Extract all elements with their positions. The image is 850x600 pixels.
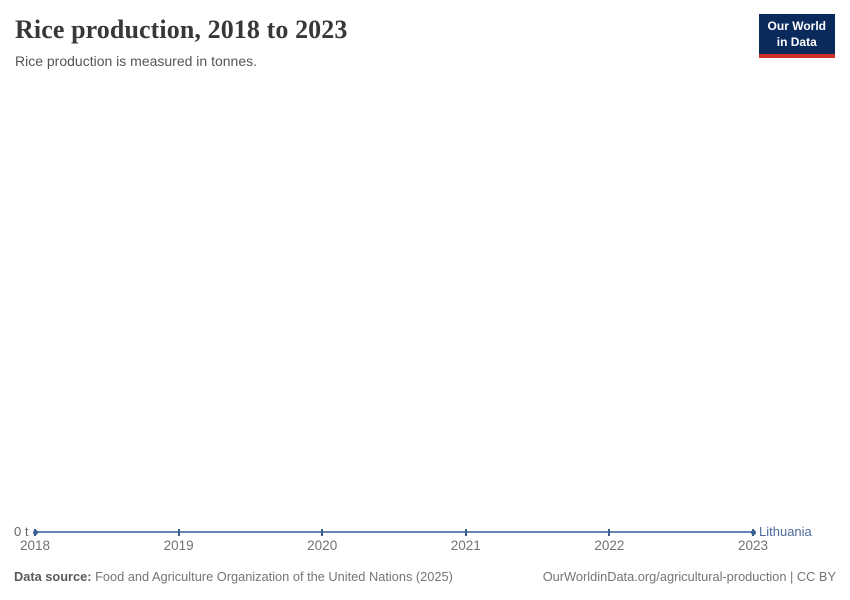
owid-citation-link[interactable]: OurWorldinData.org/agricultural-producti… bbox=[542, 569, 836, 584]
x-axis-tick-label: 2019 bbox=[163, 538, 194, 553]
x-axis-tick-label: 2018 bbox=[19, 538, 51, 553]
owid-logo[interactable]: Our World in Data bbox=[758, 14, 835, 59]
data-point-marker[interactable] bbox=[177, 529, 180, 536]
x-axis-tick-label: 2021 bbox=[450, 538, 481, 553]
series-entity-label[interactable]: Lithuania bbox=[759, 524, 812, 539]
x-axis-tick-label: 2022 bbox=[594, 538, 625, 553]
owid-logo-line1: Our World bbox=[767, 19, 826, 33]
series-endpoint-dot[interactable] bbox=[32, 529, 38, 535]
series-line-lithuania[interactable] bbox=[35, 531, 753, 533]
data-point-marker[interactable] bbox=[464, 529, 467, 536]
data-point-marker[interactable] bbox=[608, 529, 611, 536]
data-source-text: Food and Agriculture Organization of the… bbox=[95, 569, 453, 584]
chart-title: Rice production, 2018 to 2023 bbox=[15, 15, 348, 44]
chart-subtitle: Rice production is measured in tonnes. bbox=[15, 53, 258, 69]
series-endpoint-dot[interactable] bbox=[750, 529, 756, 535]
data-point-marker[interactable] bbox=[321, 529, 324, 536]
data-source-note: Data source: Food and Agriculture Organi… bbox=[14, 569, 453, 584]
data-source-label: Data source: bbox=[14, 569, 92, 584]
owid-logo-line2: in Data bbox=[776, 34, 817, 49]
chart-footer: Data source: Food and Agriculture Organi… bbox=[14, 569, 836, 584]
x-axis-tick-label: 2023 bbox=[737, 538, 769, 553]
y-axis-zero-label: 0 t bbox=[14, 524, 29, 539]
x-axis-tick-label: 2020 bbox=[307, 538, 338, 553]
